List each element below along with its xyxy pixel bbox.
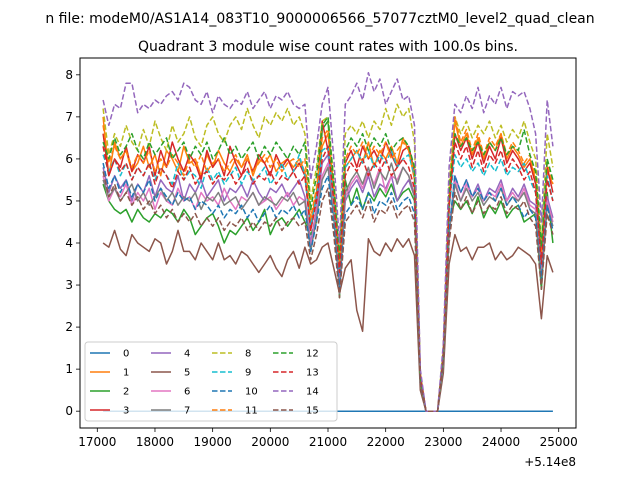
legend-label-0: 0 — [123, 349, 129, 360]
legend-label-2: 2 — [123, 387, 129, 398]
legend-label-4: 4 — [184, 349, 190, 360]
legend-label-11: 11 — [245, 406, 258, 417]
legend-label-7: 7 — [184, 406, 190, 417]
x-tick-label: 18000 — [136, 435, 174, 449]
legend-box — [84, 341, 338, 422]
series-line-5 — [102, 229, 554, 412]
x-tick-label: 20000 — [251, 435, 289, 449]
legend-label-14: 14 — [306, 387, 319, 398]
legend-label-6: 6 — [184, 387, 190, 398]
series-line-11 — [102, 116, 554, 412]
y-tick-label: 1 — [65, 362, 73, 376]
plot-lines — [102, 71, 554, 412]
series-line-14 — [102, 71, 554, 412]
legend-label-8: 8 — [245, 349, 251, 360]
y-tick-label: 6 — [65, 152, 73, 166]
x-tick-label: 17000 — [78, 435, 116, 449]
y-tick-label: 0 — [65, 404, 73, 418]
legend-label-15: 15 — [306, 406, 319, 417]
x-tick-label: 19000 — [194, 435, 232, 449]
legend-label-12: 12 — [306, 349, 319, 360]
chart-title: Quadrant 3 module wise count rates with … — [138, 39, 518, 55]
x-tick-label: 25000 — [540, 435, 578, 449]
legend-label-13: 13 — [306, 368, 319, 379]
x-tick-label: 21000 — [309, 435, 347, 449]
y-tick-label: 7 — [65, 110, 73, 124]
legend-label-10: 10 — [245, 387, 258, 398]
legend-label-3: 3 — [123, 406, 129, 417]
series-line-8 — [102, 103, 554, 412]
x-tick-label: 23000 — [424, 435, 462, 449]
series-line-10 — [102, 162, 554, 412]
legend-label-9: 9 — [245, 368, 251, 379]
y-tick-label: 4 — [65, 236, 73, 250]
series-line-15 — [102, 171, 554, 412]
y-tick-label: 2 — [65, 320, 73, 334]
y-axis-ticks: 0 1 2 3 4 5 6 7 8 — [65, 68, 80, 418]
series-line-12 — [102, 116, 554, 412]
plot-frame — [79, 57, 577, 429]
series-line-4 — [102, 153, 554, 412]
x-axis-ticks: 17000 18000 19000 20000 21000 22000 23000 24000… — [78, 428, 578, 449]
x-tick-label: 22000 — [367, 435, 405, 449]
y-tick-label: 5 — [65, 194, 73, 208]
x-axis-offset: +5.14e8 — [524, 455, 576, 469]
legend-label-5: 5 — [184, 368, 190, 379]
series-line-13 — [102, 141, 554, 412]
series-line-7 — [102, 162, 554, 412]
x-tick-label: 24000 — [482, 435, 520, 449]
legend-label-1: 1 — [123, 368, 129, 379]
figure-suptitle: n file: modeM0/AS1A14_083T10_9000006566_… — [45, 11, 594, 27]
y-tick-label: 8 — [65, 68, 73, 82]
y-tick-label: 3 — [65, 278, 73, 292]
